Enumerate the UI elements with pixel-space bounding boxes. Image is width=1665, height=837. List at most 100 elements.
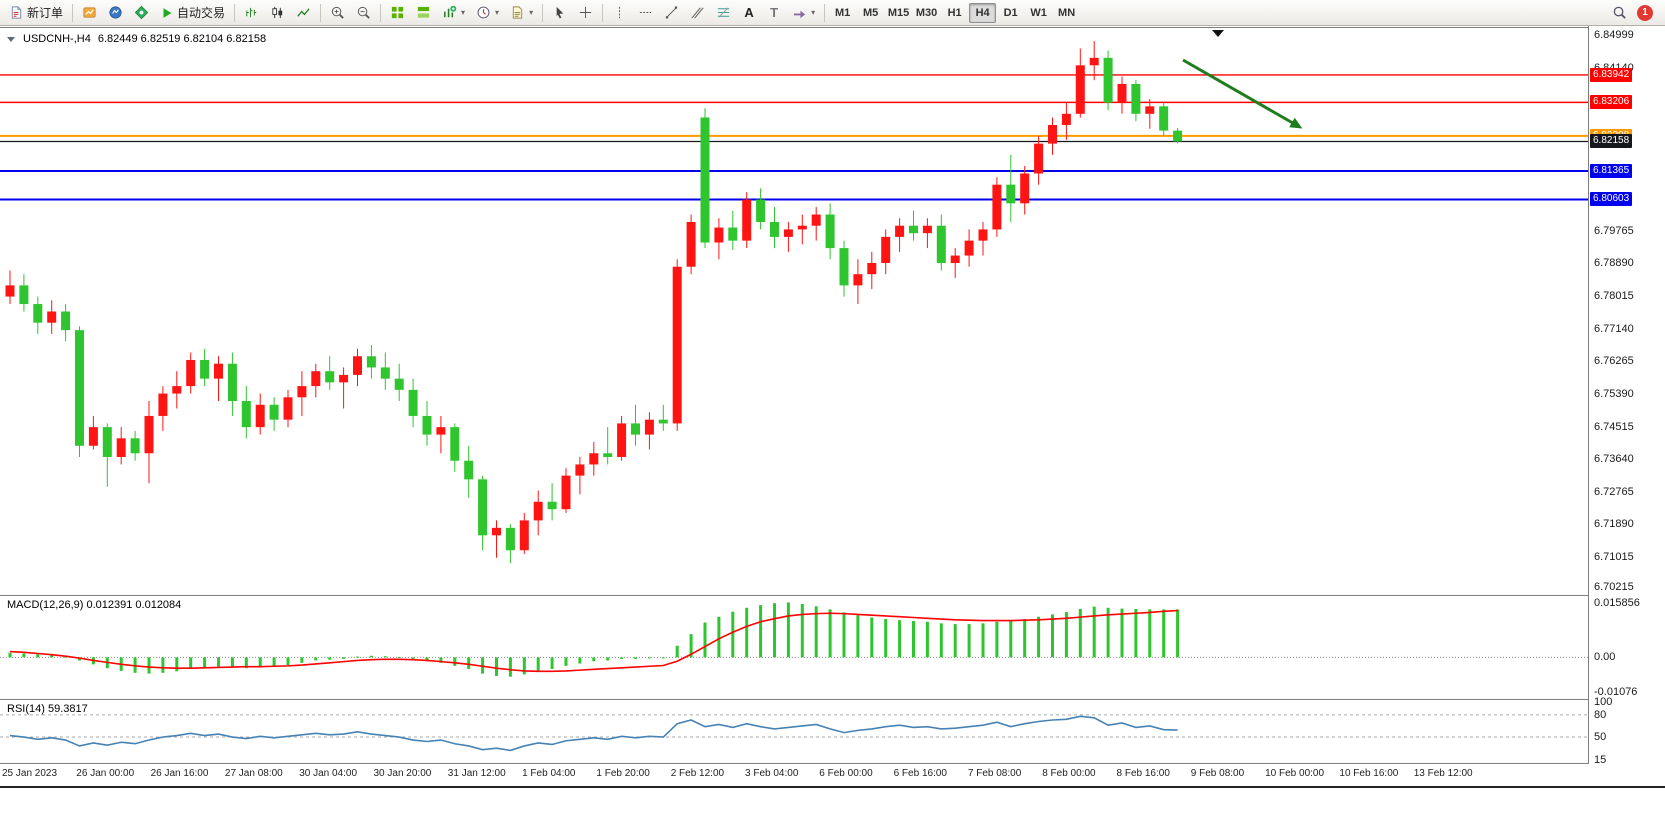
text-tool-button[interactable]: A bbox=[737, 2, 761, 24]
macd-bar bbox=[328, 657, 332, 660]
candle-body bbox=[700, 117, 710, 243]
zoom-in-button[interactable] bbox=[325, 2, 350, 24]
panel-splitter[interactable] bbox=[0, 595, 1665, 596]
zoom-out-button[interactable] bbox=[351, 2, 376, 24]
candle-body bbox=[589, 453, 599, 465]
candle-body bbox=[450, 427, 460, 461]
vertical-line-button[interactable] bbox=[607, 2, 632, 24]
channel-button[interactable] bbox=[685, 2, 710, 24]
timeframe-m1[interactable]: M1 bbox=[829, 3, 856, 23]
toolbar-separator bbox=[380, 3, 382, 22]
time-label: 26 Jan 00:00 bbox=[76, 768, 135, 779]
price-line-label[interactable]: 6.83942 bbox=[1590, 67, 1633, 82]
auto-trading-icon bbox=[160, 6, 174, 20]
timeframe-m30[interactable]: M30 bbox=[913, 3, 940, 23]
candle-body bbox=[992, 184, 1002, 230]
candle-body bbox=[797, 225, 807, 230]
macd-bar bbox=[64, 656, 68, 658]
channel-icon bbox=[690, 5, 705, 20]
macd-bar bbox=[981, 623, 985, 658]
macd-bar bbox=[1078, 608, 1082, 658]
candlestick-chart-button[interactable] bbox=[265, 2, 290, 24]
period-button[interactable] bbox=[471, 2, 504, 24]
macd-bar bbox=[800, 603, 804, 658]
candle-body bbox=[1075, 65, 1085, 114]
axis-label: 6.72765 bbox=[1594, 485, 1634, 498]
label-tool-button[interactable]: T bbox=[762, 2, 786, 24]
timeframe-mn[interactable]: MN bbox=[1053, 3, 1080, 23]
vertical-line-icon bbox=[612, 5, 627, 20]
rsi-panel[interactable] bbox=[0, 700, 1588, 763]
rsi-label: RSI(14) 59.3817 bbox=[7, 703, 88, 715]
timeframe-w1[interactable]: W1 bbox=[1025, 3, 1052, 23]
timeframe-h4[interactable]: H4 bbox=[969, 2, 997, 23]
one-click-trading-toggle[interactable] bbox=[7, 36, 15, 42]
notification-badge[interactable]: 1 bbox=[1637, 4, 1653, 21]
price-line-label[interactable]: 6.82158 bbox=[1590, 134, 1633, 149]
crosshair-button[interactable] bbox=[573, 2, 598, 24]
price-line-label[interactable]: 6.81365 bbox=[1590, 164, 1633, 179]
macd-bar bbox=[912, 620, 915, 658]
candle-body bbox=[102, 427, 112, 457]
macd-bar bbox=[1023, 619, 1027, 658]
candle-body bbox=[1145, 106, 1155, 114]
arrange-windows-button[interactable] bbox=[411, 2, 436, 24]
timeframe-h1[interactable]: H1 bbox=[941, 3, 968, 23]
trendline-button[interactable] bbox=[659, 2, 684, 24]
candle-body bbox=[547, 501, 557, 510]
chart-window-icon bbox=[82, 5, 97, 20]
fibonacci-button[interactable] bbox=[711, 2, 736, 24]
auto-trading-button[interactable]: 自动交易 bbox=[155, 2, 230, 24]
axis-label: 0.015856 bbox=[1594, 597, 1640, 609]
axis-label: 0.00 bbox=[1594, 651, 1616, 664]
price-line-label[interactable]: 6.80603 bbox=[1590, 192, 1633, 207]
line-chart-icon bbox=[296, 5, 311, 20]
cursor-icon bbox=[552, 5, 567, 20]
tile-windows-button[interactable] bbox=[385, 2, 410, 24]
label-tool-icon: T bbox=[770, 5, 779, 20]
navigator-button[interactable] bbox=[129, 2, 154, 24]
macd-panel[interactable] bbox=[0, 596, 1588, 699]
macd-bar bbox=[689, 634, 693, 658]
macd-bar bbox=[1064, 612, 1068, 658]
shapes-button[interactable] bbox=[787, 2, 820, 24]
macd-bar bbox=[508, 657, 512, 677]
candlestick-chart[interactable] bbox=[0, 28, 1588, 595]
candle-body bbox=[770, 221, 779, 237]
search-button[interactable] bbox=[1607, 2, 1632, 24]
timeframe-m5[interactable]: M5 bbox=[857, 3, 884, 23]
candle-body bbox=[881, 236, 891, 264]
macd-bar bbox=[717, 616, 721, 658]
axis-label: 6.74515 bbox=[1594, 420, 1634, 433]
macd-bar bbox=[36, 654, 40, 658]
time-label: 6 Feb 00:00 bbox=[819, 768, 873, 779]
macd-bar bbox=[870, 617, 874, 658]
price-line-label[interactable]: 6.83206 bbox=[1590, 95, 1633, 110]
line-chart-button[interactable] bbox=[291, 2, 316, 24]
horizontal-line-button[interactable] bbox=[633, 2, 658, 24]
candle-body bbox=[380, 367, 390, 379]
candle-body bbox=[853, 274, 863, 286]
macd-bar bbox=[147, 657, 151, 674]
new-order-button[interactable]: 新订单 bbox=[4, 2, 68, 24]
candle-body bbox=[5, 285, 15, 297]
trend-arrow[interactable] bbox=[1182, 58, 1299, 128]
candle-body bbox=[686, 221, 696, 267]
ohlc-values: 6.82449 6.82519 6.82104 6.82158 bbox=[97, 33, 267, 45]
time-label: 27 Jan 08:00 bbox=[224, 768, 283, 779]
timeframe-d1[interactable]: D1 bbox=[997, 3, 1024, 23]
market-watch-button[interactable] bbox=[103, 2, 128, 24]
panel-splitter[interactable] bbox=[0, 699, 1665, 700]
time-label: 10 Feb 16:00 bbox=[1339, 768, 1399, 779]
chart-shift-marker[interactable] bbox=[1212, 30, 1224, 37]
chart-window-button[interactable] bbox=[77, 2, 102, 24]
candle-body bbox=[366, 356, 376, 368]
timeframe-m15[interactable]: M15 bbox=[885, 3, 912, 23]
templates-button[interactable] bbox=[505, 2, 538, 24]
candle-body bbox=[603, 453, 613, 457]
new-chart-button[interactable] bbox=[437, 2, 470, 24]
cursor-button[interactable] bbox=[547, 2, 572, 24]
candle-body bbox=[33, 304, 43, 323]
time-label: 30 Jan 04:00 bbox=[299, 768, 358, 779]
bar-chart-button[interactable] bbox=[239, 2, 264, 24]
